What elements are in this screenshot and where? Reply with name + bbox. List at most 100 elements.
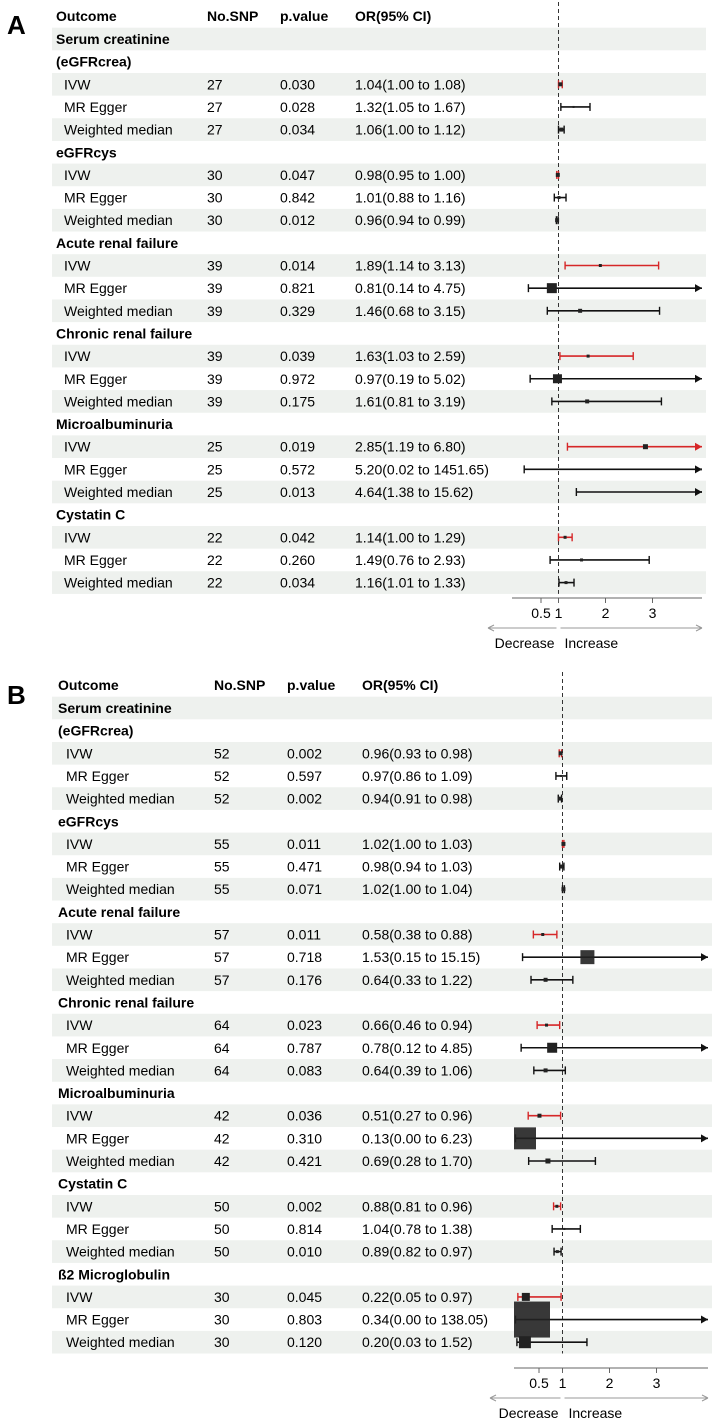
nsnp-value: 50 (214, 1244, 230, 1260)
nsnp-value: 30 (207, 190, 223, 206)
decrease-arrowhead (489, 1394, 497, 1402)
group-title: (eGFRcrea) (58, 723, 133, 739)
ci-arrow-right (701, 1315, 708, 1324)
row-band (52, 696, 712, 720)
method-label: MR Egger (64, 461, 127, 477)
nsnp-value: 57 (214, 927, 230, 943)
header-outcome: Outcome (56, 8, 117, 24)
point-estimate (546, 283, 557, 294)
decrease-label: Decrease (495, 635, 555, 651)
point-estimate (700, 491, 702, 493)
method-label: Weighted median (66, 1062, 175, 1078)
pvalue-value: 0.972 (280, 371, 315, 387)
nsnp-value: 22 (207, 552, 223, 568)
pvalue-value: 0.071 (287, 881, 322, 897)
panel-label: A (7, 10, 26, 40)
or-ci-value: 0.78(0.12 to 4.85) (362, 1040, 473, 1056)
ci-arrow-right (695, 442, 702, 451)
method-label: MR Egger (66, 1221, 129, 1237)
point-estimate (580, 950, 595, 965)
row-band (52, 1149, 712, 1173)
nsnp-value: 52 (214, 745, 230, 761)
point-estimate (555, 218, 560, 223)
nsnp-value: 57 (214, 949, 230, 965)
increase-arrowhead (695, 624, 703, 632)
ci-arrow-right (701, 953, 708, 962)
pvalue-value: 0.597 (287, 768, 322, 784)
or-ci-value: 1.46(0.68 to 3.15) (355, 303, 466, 319)
nsnp-value: 52 (214, 791, 230, 807)
decrease-label: Decrease (499, 1405, 559, 1421)
group-title: eGFRcys (56, 144, 117, 160)
nsnp-value: 27 (207, 76, 223, 92)
or-ci-value: 0.64(0.39 to 1.06) (362, 1062, 473, 1078)
method-label: MR Egger (66, 1312, 129, 1328)
header-or-ci: OR(95% CI) (362, 677, 438, 693)
nsnp-value: 22 (207, 575, 223, 591)
pvalue-value: 0.019 (280, 439, 315, 455)
row-band (52, 390, 706, 413)
x-axis-tick-label: 0.5 (531, 605, 551, 621)
row-band (52, 571, 706, 594)
pvalue-value: 0.030 (280, 76, 315, 92)
pvalue-value: 0.012 (280, 212, 315, 228)
point-estimate (555, 1204, 559, 1208)
group-title: Microalbuminuria (56, 416, 173, 432)
or-ci-value: 1.63(1.03 to 2.59) (355, 348, 466, 364)
increase-label: Increase (565, 635, 619, 651)
method-label: IVW (64, 439, 91, 455)
method-label: Weighted median (66, 1244, 175, 1260)
method-label: MR Egger (66, 859, 129, 875)
pvalue-value: 0.120 (287, 1334, 322, 1350)
row-band (52, 968, 712, 992)
point-estimate (586, 354, 590, 358)
method-label: Weighted median (64, 212, 173, 228)
point-estimate (700, 468, 702, 471)
group-title: ß2 Microglobulin (58, 1266, 170, 1282)
or-ci-value: 0.98(0.95 to 1.00) (355, 167, 466, 183)
forest-panel-b: B Outcome No.SNP p.value OR(95% CI) Serum cre… (7, 672, 712, 1421)
point-estimate (521, 1292, 530, 1301)
pvalue-value: 0.042 (280, 529, 315, 545)
pvalue-value: 0.002 (287, 791, 322, 807)
method-label: IVW (66, 927, 93, 943)
point-estimate (555, 1250, 559, 1254)
x-axis-tick-label: 3 (653, 1375, 661, 1391)
method-label: IVW (66, 1017, 93, 1033)
group-title: eGFRcys (58, 813, 119, 829)
point-estimate (543, 1068, 548, 1073)
or-ci-value: 1.61(0.81 to 3.19) (355, 393, 466, 409)
point-estimate (514, 1127, 536, 1150)
or-ci-value: 0.97(0.86 to 1.09) (362, 768, 473, 784)
nsnp-value: 55 (214, 836, 230, 852)
pvalue-value: 0.047 (280, 167, 315, 183)
point-estimate (518, 1336, 531, 1349)
or-ci-value: 0.51(0.27 to 0.96) (362, 1108, 473, 1124)
pvalue-value: 0.036 (287, 1108, 322, 1124)
header-pvalue: p.value (287, 677, 335, 693)
row-band (52, 1013, 712, 1037)
pvalue-value: 0.034 (280, 575, 315, 591)
method-label: Weighted median (66, 791, 175, 807)
nsnp-value: 30 (207, 212, 223, 228)
or-ci-value: 5.20(0.02 to 1451.65) (355, 461, 489, 477)
point-estimate (598, 264, 602, 267)
or-ci-value: 1.89(1.14 to 3.13) (355, 258, 466, 274)
row-band (52, 163, 706, 187)
row-band (52, 254, 706, 277)
point-estimate (537, 1113, 542, 1118)
method-label: MR Egger (64, 190, 127, 206)
method-label: Weighted median (64, 303, 173, 319)
nsnp-value: 30 (214, 1312, 230, 1328)
panel-label: B (7, 680, 26, 710)
point-estimate (557, 796, 562, 801)
point-estimate (552, 374, 562, 384)
pvalue-value: 0.814 (287, 1221, 322, 1237)
pvalue-value: 0.176 (287, 972, 322, 988)
point-estimate (585, 399, 590, 404)
method-label: IVW (64, 167, 91, 183)
row-band (52, 1059, 712, 1082)
method-label: Weighted median (66, 881, 175, 897)
pvalue-value: 0.572 (280, 461, 315, 477)
